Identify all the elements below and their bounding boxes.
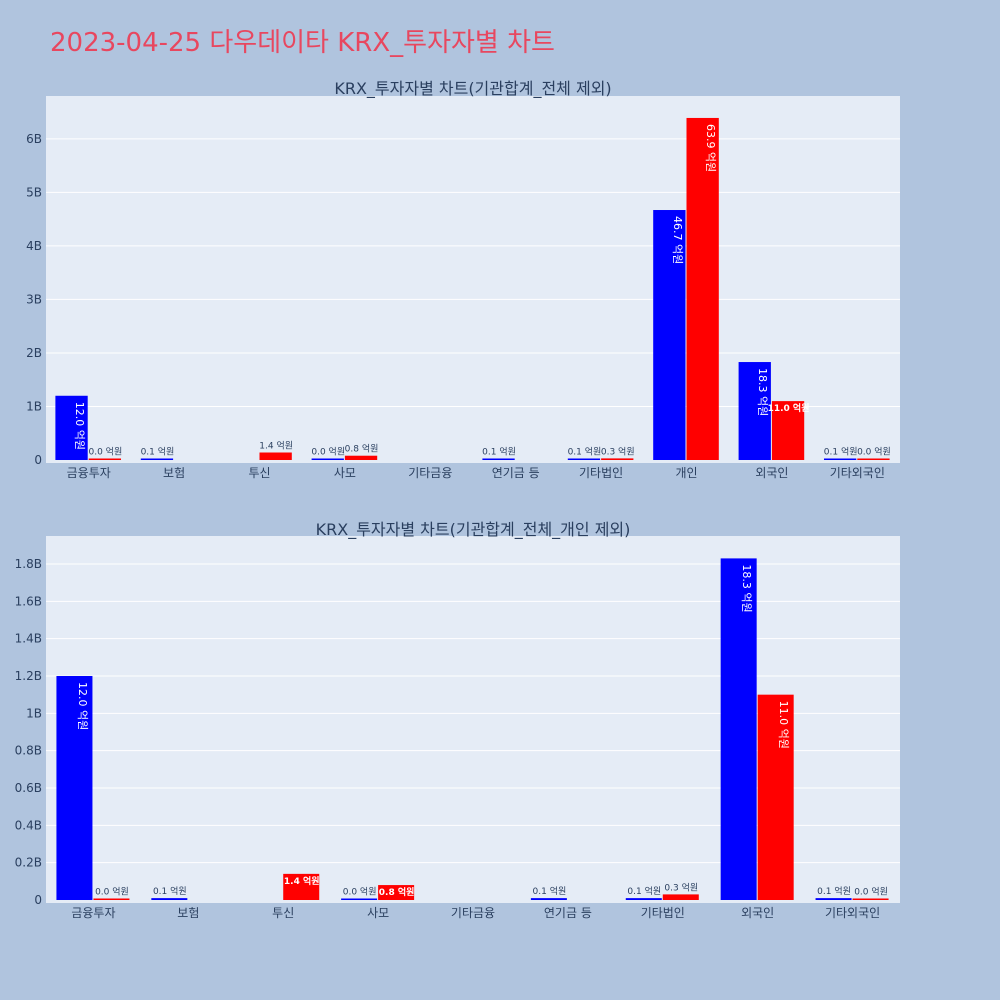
x-tick-label: 기타금융 [408, 466, 452, 480]
bar [815, 898, 852, 900]
x-tick-label: 투신 [272, 906, 294, 920]
data-label: 0.1 억원 [141, 446, 175, 458]
bar [720, 558, 757, 900]
bar [378, 885, 415, 900]
bar [738, 362, 771, 460]
bar [686, 117, 719, 461]
data-label: 1.4 억원 [259, 440, 293, 452]
x-tick-label: 연기금 등 [492, 466, 540, 480]
bar [344, 455, 378, 460]
y-tick-label: 1.8B [15, 557, 42, 571]
data-label: 0.0 억원 [343, 886, 377, 898]
y-tick-label: 0.8B [15, 744, 42, 758]
bar [311, 458, 344, 460]
x-tick-label: 외국인 [741, 906, 774, 920]
x-tick-label: 외국인 [755, 466, 788, 480]
data-label: 0.0 억원 [95, 886, 129, 898]
bar [140, 458, 174, 460]
data-label: 0.1 억원 [824, 446, 858, 458]
data-label: 0.1 억원 [482, 446, 516, 458]
bar [567, 458, 601, 460]
y-tick-label: 6B [26, 132, 42, 146]
y-tick-label: 0.2B [15, 856, 42, 870]
x-tick-label: 개인 [675, 466, 697, 480]
y-tick-label: 3B [26, 292, 42, 306]
page-title: 2023-04-25 다우데이타 KRX_투자자별 차트 [50, 28, 555, 58]
bar [625, 898, 662, 900]
data-label: 63.9 억원 [704, 124, 717, 172]
bar [653, 210, 686, 460]
x-tick-label: 사모 [367, 906, 389, 920]
chart-title: KRX_투자자별 차트(기관합계_전체 제외) [334, 79, 611, 99]
y-tick-label: 1.6B [15, 594, 42, 608]
data-label: 1.4 억원 [284, 875, 320, 887]
x-tick-label: 연기금 등 [544, 906, 592, 920]
bar [259, 452, 292, 460]
bar [341, 898, 378, 900]
chart-1: 0 1B 2B 3B 4B 5B 6B KRX_투자자별 차트(기관합계_전체 제외) 금융투자… [26, 79, 900, 480]
bar [601, 458, 634, 460]
bar [482, 458, 515, 460]
data-label: 11.0 억원 [777, 701, 790, 749]
data-label: 12.0 억원 [73, 402, 86, 450]
bar [151, 898, 188, 900]
data-label: 0.8 억원 [379, 886, 415, 898]
chart-2: 0 0.2B 0.4B 0.6B 0.8B 1B 1.2B 1.4B 1.6B 1.8B KRX_투… [15, 520, 900, 920]
bar [823, 458, 857, 460]
bar [662, 894, 699, 900]
x-tick-label: 기타법인 [579, 466, 623, 480]
y-tick-label: 1B [26, 706, 42, 720]
data-label: 0.1 억원 [533, 885, 567, 897]
y-tick-label: 0.6B [15, 781, 42, 795]
data-label: 0.0 억원 [857, 446, 891, 458]
bar [757, 694, 794, 900]
data-label: 0.0 억원 [854, 886, 888, 898]
x-tick-label: 보험 [163, 466, 185, 480]
data-label: 0.1 억원 [568, 446, 602, 458]
data-label: 11.0 억원 [768, 402, 810, 414]
y-tick-label: 0 [34, 453, 42, 467]
y-tick-label: 1.4B [15, 632, 42, 646]
data-label: 12.0 억원 [76, 682, 89, 730]
x-tick-label: 기타외국인 [830, 466, 885, 480]
data-label: 0.8 억원 [345, 443, 379, 455]
x-tick-label: 사모 [334, 466, 356, 480]
y-tick-label: 1B [26, 399, 42, 413]
y-tick-label: 0.4B [15, 818, 42, 832]
data-label: 0.0 억원 [88, 446, 122, 458]
y-tick-label: 1.2B [15, 669, 42, 683]
x-tick-label: 금융투자 [67, 466, 111, 480]
chart-title: KRX_투자자별 차트(기관합계_전체_개인 제외) [316, 520, 631, 540]
bar [771, 401, 805, 460]
bar [55, 395, 88, 460]
y-tick-label: 5B [26, 185, 42, 199]
data-label: 0.1 억원 [153, 885, 187, 897]
data-label: 46.7 억원 [671, 216, 684, 264]
bar [283, 873, 320, 900]
y-tick-label: 0 [34, 893, 42, 907]
y-tick-label: 2B [26, 346, 42, 360]
data-label: 0.3 억원 [664, 881, 698, 893]
x-tick-label: 기타금융 [451, 906, 495, 920]
bar [530, 898, 567, 900]
data-label: 18.3 억원 [740, 564, 753, 612]
bar [93, 898, 130, 900]
x-tick-label: 보험 [177, 906, 199, 920]
bar [56, 676, 93, 900]
x-tick-label: 기타법인 [641, 906, 685, 920]
data-label: 18.3 억원 [756, 368, 769, 416]
data-label: 0.0 억원 [311, 446, 345, 458]
y-tick-label: 4B [26, 239, 42, 253]
bar [852, 898, 889, 900]
data-label: 0.1 억원 [627, 885, 661, 897]
data-label: 0.3 억원 [601, 445, 635, 457]
x-tick-label: 금융투자 [71, 906, 115, 920]
data-label: 0.1 억원 [817, 885, 851, 897]
bar [88, 458, 122, 460]
x-tick-label: 투신 [248, 466, 270, 480]
x-tick-label: 기타외국인 [825, 906, 880, 920]
bar [857, 458, 890, 460]
